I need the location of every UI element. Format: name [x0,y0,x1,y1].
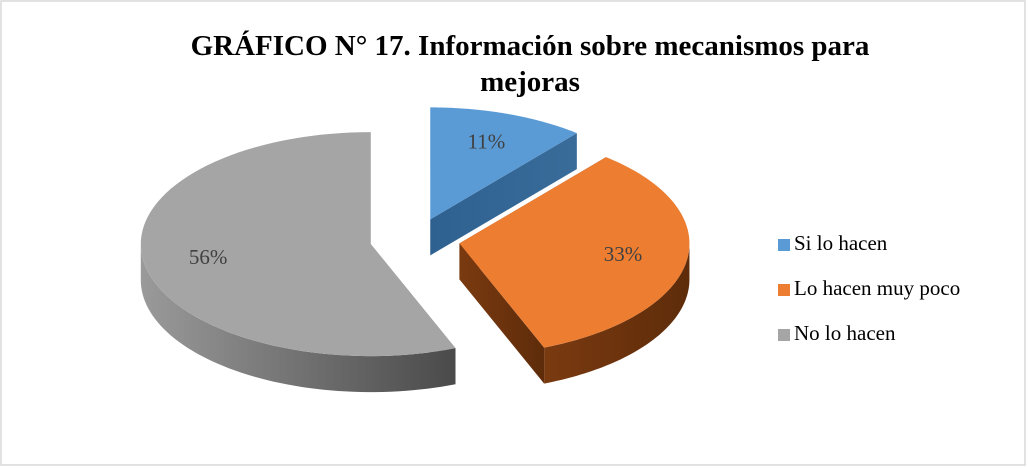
data-label: 56% [189,245,228,269]
legend-swatch [778,329,790,341]
data-label: 33% [604,242,643,266]
legend-swatch [778,284,790,296]
legend-label: Si lo hacen [794,231,888,255]
slice [459,157,690,348]
chart-title: GRÁFICO N° 17. Información sobre mecanis… [190,30,870,98]
legend-label: No lo hacen [794,321,896,345]
slice [430,107,577,220]
legend-label: Lo hacen muy poco [794,276,960,300]
slice-side [544,243,690,384]
slice-side [430,133,577,256]
slice [140,132,456,357]
legend-swatch [778,239,790,251]
data-label: 11% [467,129,505,153]
slice-side [459,243,545,384]
slice-side [140,244,456,393]
